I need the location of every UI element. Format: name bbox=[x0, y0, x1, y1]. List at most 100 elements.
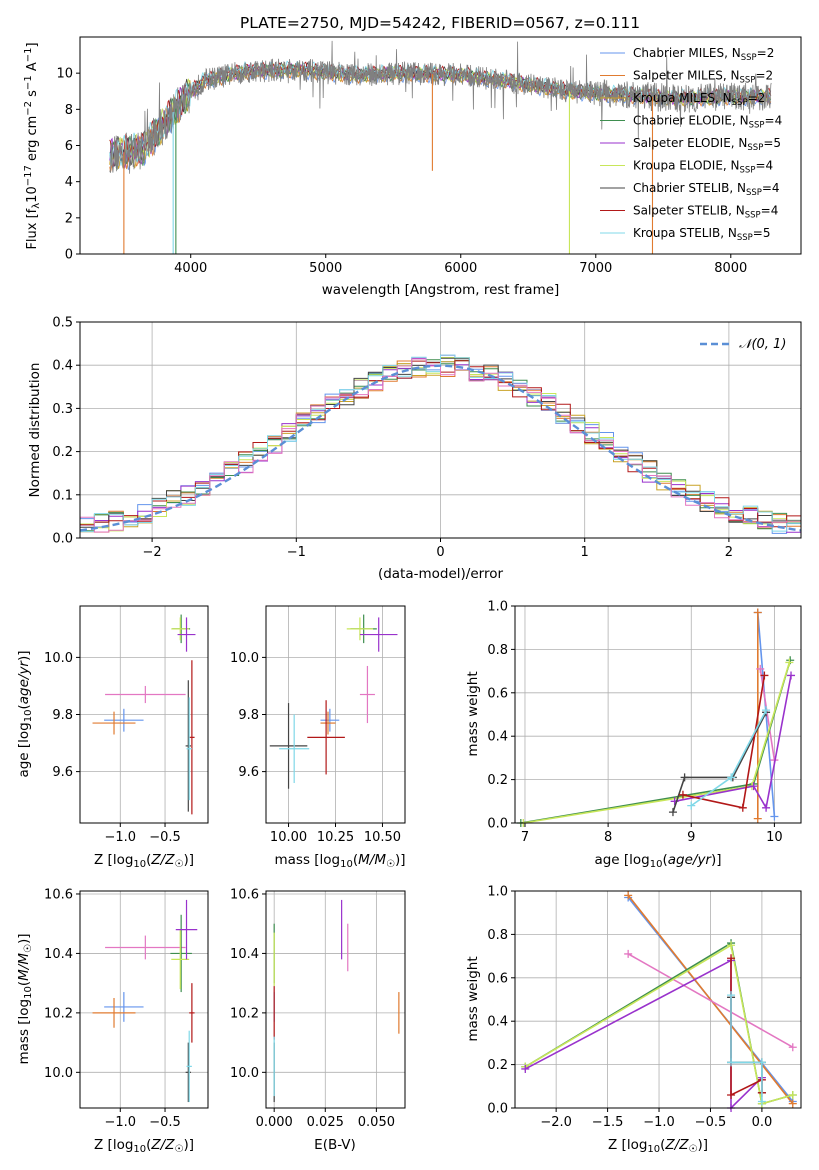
hist-KS bbox=[80, 354, 801, 533]
mass-weight-vs-Z-ylabel: mass weight bbox=[465, 956, 481, 1041]
weight-marker-SS bbox=[738, 803, 747, 812]
age_vs_mass-frame bbox=[265, 605, 406, 824]
weight-marker-SM bbox=[753, 608, 762, 617]
x-tick-label: 8000 bbox=[714, 261, 747, 276]
weight-marker-pink bbox=[756, 664, 765, 673]
x-tick-label: 0.0 bbox=[752, 1115, 773, 1130]
weight-marker-KS bbox=[727, 773, 736, 782]
axes-residuals: −2 −1 0 1 2 0.0 0.1 0.2 0.3 0.4 0.5 bbox=[52, 316, 801, 560]
y-tick-label: 9.6 bbox=[238, 765, 259, 780]
weight-marker-pink bbox=[624, 949, 633, 958]
x-tick-label: −0.5 bbox=[149, 1115, 181, 1130]
legend-label-CS: Chabrier STELIB, NSSP=4 bbox=[633, 181, 780, 198]
x-tick-label: 0.000 bbox=[256, 1115, 293, 1130]
mass_vs_Z-frame bbox=[79, 890, 209, 1109]
y-tick-label: 0.2 bbox=[487, 1058, 508, 1073]
weight-marker-KS bbox=[762, 706, 771, 715]
x-tick-label: 8 bbox=[604, 830, 612, 845]
x-tick-label: 1 bbox=[581, 545, 589, 560]
x-tick-label: 7 bbox=[521, 830, 529, 845]
y-tick-label: 0.2 bbox=[52, 445, 73, 460]
weight-marker-SM bbox=[753, 814, 762, 823]
axes-mass_vs_Z: −1.0 −0.5 10.0 10.2 10.4 10.6 bbox=[44, 887, 208, 1130]
weight-marker-CS bbox=[680, 773, 689, 782]
weight-marker-SS bbox=[727, 954, 736, 963]
axes-age_vs_Z: −1.0 −0.5 9.6 9.8 10.0 bbox=[44, 606, 208, 845]
figure-title: PLATE=2750, MJD=54242, FIBERID=0567, z=0… bbox=[240, 14, 640, 32]
mass-vs-EBV-xlabel: E(B-V) bbox=[314, 1137, 356, 1153]
y-tick-label: 10.2 bbox=[230, 1006, 259, 1021]
y-tick-label: 0.2 bbox=[487, 773, 508, 788]
x-tick-label: −2 bbox=[143, 545, 162, 560]
x-tick-label: 4000 bbox=[174, 261, 207, 276]
y-tick-label: 0.4 bbox=[487, 1015, 508, 1030]
legend-label-SE: Salpeter ELODIE, NSSP=5 bbox=[633, 136, 781, 153]
residuals-ylabel: Normed distribution bbox=[27, 363, 43, 498]
x-tick-label: 7000 bbox=[579, 261, 612, 276]
weight-line-SE bbox=[674, 675, 792, 811]
weight-line-KS bbox=[730, 995, 763, 1102]
x-tick-label: 6000 bbox=[444, 261, 477, 276]
y-tick-label: 0.1 bbox=[52, 488, 73, 503]
legend-label-KS: Kroupa STELIB, NSSP=5 bbox=[633, 226, 771, 243]
weight-marker-CM bbox=[770, 812, 779, 821]
y-tick-label: 0.8 bbox=[487, 928, 508, 943]
weight-marker-CS bbox=[668, 808, 677, 817]
weight-line-KE bbox=[524, 944, 794, 1105]
weight-marker-KE bbox=[785, 658, 794, 667]
weight-marker-KE bbox=[727, 941, 736, 950]
legend-label-KM: Kroupa MILES, NSSP=2 bbox=[633, 91, 765, 108]
axes-mass_weight_vs_Z: −2.0 −1.5 −1.0 −0.5 0.0 0.0 0.2 0.4 0.6 0.8 1.0 bbox=[487, 885, 801, 1130]
x-tick-label: 10.50 bbox=[364, 830, 401, 845]
normal-curve bbox=[79, 364, 802, 532]
legend-label-CE: Chabrier ELODIE, NSSP=4 bbox=[633, 114, 782, 131]
weight-line-pink bbox=[627, 953, 794, 1048]
x-tick-label: 2 bbox=[725, 545, 733, 560]
x-tick-label: −0.5 bbox=[695, 1115, 727, 1130]
weight-marker-KS bbox=[687, 801, 696, 810]
y-tick-label: 0.5 bbox=[52, 316, 73, 331]
axes-age_vs_mass: 10.00 10.25 10.50 9.6 9.8 10.0 bbox=[230, 606, 405, 845]
weight-marker-SS bbox=[727, 1090, 736, 1099]
x-tick-label: −1.0 bbox=[643, 1115, 675, 1130]
x-tick-label: 5000 bbox=[309, 261, 342, 276]
weight-line-SE bbox=[524, 959, 763, 1110]
y-tick-label: 0.4 bbox=[487, 730, 508, 745]
x-tick-label: −1 bbox=[287, 545, 306, 560]
x-tick-label: 10.25 bbox=[317, 830, 354, 845]
x-tick-label: 0 bbox=[436, 545, 444, 560]
x-tick-label: 9 bbox=[687, 830, 695, 845]
mass_weight_vs_Z-frame bbox=[514, 890, 802, 1109]
y-tick-label: 8 bbox=[65, 103, 73, 118]
legend-label-CM: Chabrier MILES, NSSP=2 bbox=[633, 46, 774, 63]
x-tick-label: 0.025 bbox=[307, 1115, 344, 1130]
weight-marker-SS bbox=[760, 671, 769, 680]
y-tick-label: 0.8 bbox=[487, 643, 508, 658]
mass-vs-Z-ylabel: mass [log10(M/M☉)] bbox=[16, 933, 34, 1064]
weight-marker-SE bbox=[521, 1064, 530, 1073]
y-tick-label: 0.0 bbox=[487, 817, 508, 832]
spectrum-ylabel: Flux [fλ10−17 erg cm−2 s−1 A−1] bbox=[23, 42, 42, 249]
y-tick-label: 1.0 bbox=[487, 600, 508, 615]
y-tick-label: 1.0 bbox=[487, 885, 508, 900]
x-tick-label: −1.0 bbox=[104, 1115, 136, 1130]
y-tick-label: 10.0 bbox=[230, 651, 259, 666]
spectrum-xlabel: wavelength [Angstrom, rest frame] bbox=[322, 282, 560, 298]
weight-marker-SE bbox=[749, 782, 758, 791]
age-vs-mass-xlabel: mass [log10(M/M☉)] bbox=[274, 852, 405, 870]
x-tick-label: 10.00 bbox=[270, 830, 307, 845]
residuals-frame bbox=[79, 321, 802, 539]
weight-marker-SE bbox=[762, 803, 771, 812]
y-tick-label: 0.4 bbox=[52, 359, 73, 374]
hist-pink bbox=[80, 358, 801, 533]
y-tick-label: 2 bbox=[65, 211, 73, 226]
weight-marker-KS bbox=[757, 1097, 766, 1106]
y-tick-label: 0.0 bbox=[52, 532, 73, 547]
x-tick-label: 10 bbox=[766, 830, 783, 845]
spectrum-legend: Chabrier MILES, NSSP=2 Salpeter MILES, NS… bbox=[600, 46, 782, 243]
weight-line-CS bbox=[672, 711, 767, 813]
mass-weight-vs-age-xlabel: age [log10(age/yr)] bbox=[594, 852, 721, 870]
y-tick-label: 4 bbox=[65, 175, 73, 190]
weight-marker-KE bbox=[788, 1090, 797, 1099]
weight-line-SM bbox=[627, 894, 794, 1105]
